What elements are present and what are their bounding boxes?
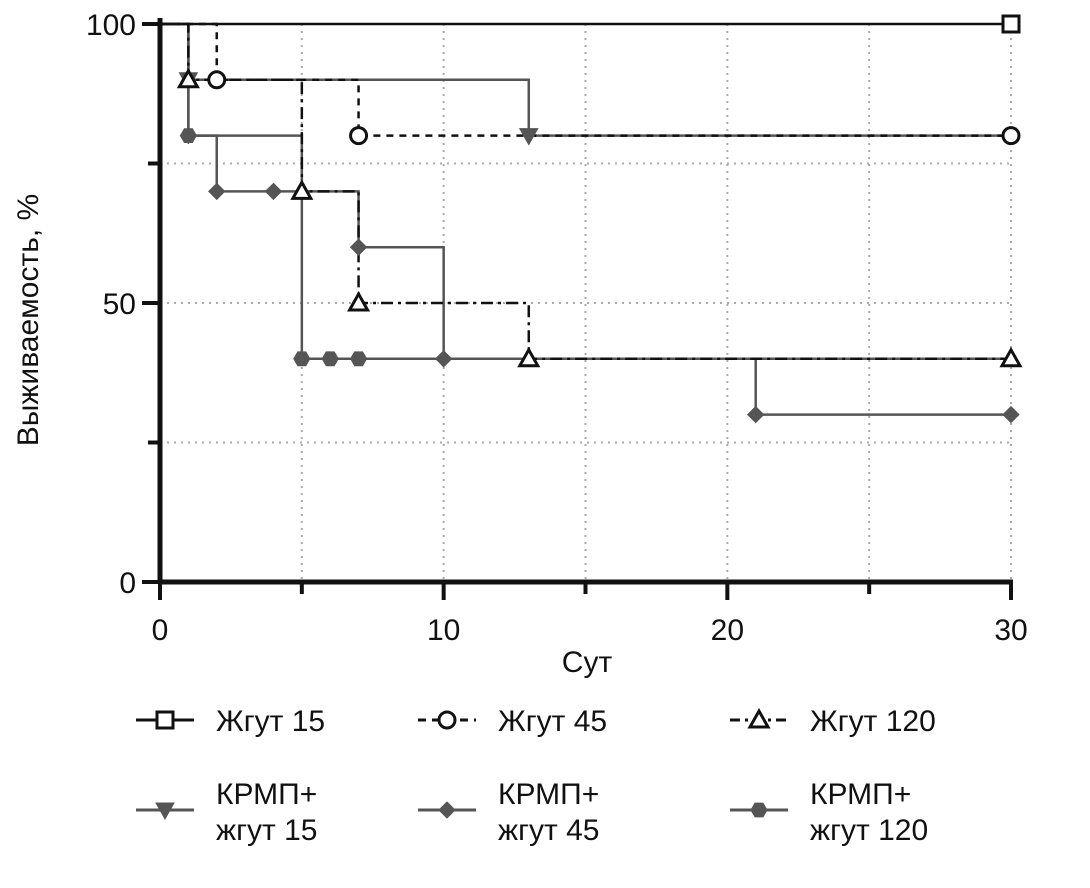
legend-label: КРМП+ жгут 15 bbox=[216, 778, 317, 847]
data-point-marker bbox=[293, 351, 311, 367]
legend-item: Жгут 45 bbox=[418, 705, 607, 738]
y-tick-label: 50 bbox=[103, 288, 136, 321]
x-tick-label: 20 bbox=[711, 614, 744, 647]
grid-lines bbox=[160, 24, 1012, 582]
data-point-marker bbox=[179, 128, 197, 143]
data-point-marker bbox=[517, 346, 541, 368]
data-point-marker bbox=[207, 70, 227, 90]
series-line bbox=[160, 22, 1011, 361]
data-point-marker bbox=[264, 182, 283, 201]
legend-item: КРМП+ жгут 120 bbox=[730, 778, 928, 847]
legend-label: Жгут 45 bbox=[498, 705, 607, 738]
y-axis-title: Выживаемость, % bbox=[12, 194, 45, 446]
data-point-marker bbox=[1001, 126, 1021, 146]
data-point-marker bbox=[347, 290, 371, 312]
y-tick-label: 100 bbox=[86, 9, 136, 42]
data-point-marker bbox=[349, 238, 368, 256]
data-point-marker bbox=[518, 128, 539, 146]
x-tick-label: 30 bbox=[994, 614, 1027, 647]
legend-label: Жгут 120 bbox=[810, 705, 936, 738]
y-tick-label: 0 bbox=[119, 567, 136, 600]
legend-label: Жгут 15 bbox=[216, 705, 325, 738]
data-point-marker bbox=[1002, 405, 1020, 424]
x-tick-label: 10 bbox=[427, 614, 460, 647]
data-point-marker bbox=[350, 351, 368, 367]
data-point-marker bbox=[1001, 14, 1021, 34]
data-point-marker bbox=[999, 346, 1023, 368]
ticks: 0 10 20 30 0 50 100 bbox=[86, 9, 1028, 647]
legend-label: КРМП+ жгут 45 bbox=[498, 778, 599, 847]
series-markers bbox=[176, 14, 1023, 424]
legend-item: КРМП+ жгут 15 bbox=[136, 778, 317, 847]
data-point-marker bbox=[176, 67, 200, 89]
data-point-marker bbox=[321, 351, 339, 367]
x-tick-label: 0 bbox=[152, 614, 169, 647]
series-lines bbox=[160, 22, 1011, 416]
legend-marker bbox=[438, 801, 456, 819]
data-point-marker bbox=[208, 182, 226, 201]
legend-marker bbox=[747, 707, 771, 729]
legend: Жгут 15 Жгут 45 Жгут 120 КРМП+ жгут 15 КРМП+ ж… bbox=[136, 705, 936, 847]
x-axis-title: Сут bbox=[562, 646, 613, 679]
legend-marker bbox=[437, 710, 457, 730]
legend-label: КРМП+ жгут 120 bbox=[810, 778, 928, 847]
legend-item: КРМП+ жгут 45 bbox=[418, 778, 599, 847]
legend-marker bbox=[155, 802, 175, 821]
data-point-marker bbox=[290, 179, 314, 200]
legend-item: Жгут 15 bbox=[136, 705, 325, 738]
data-point-marker bbox=[746, 405, 765, 424]
data-point-marker bbox=[434, 350, 453, 368]
data-point-marker bbox=[349, 126, 369, 146]
series-line bbox=[160, 22, 1011, 416]
legend-item: Жгут 120 bbox=[730, 705, 936, 738]
legend-marker bbox=[750, 802, 768, 818]
legend-marker bbox=[155, 710, 175, 730]
